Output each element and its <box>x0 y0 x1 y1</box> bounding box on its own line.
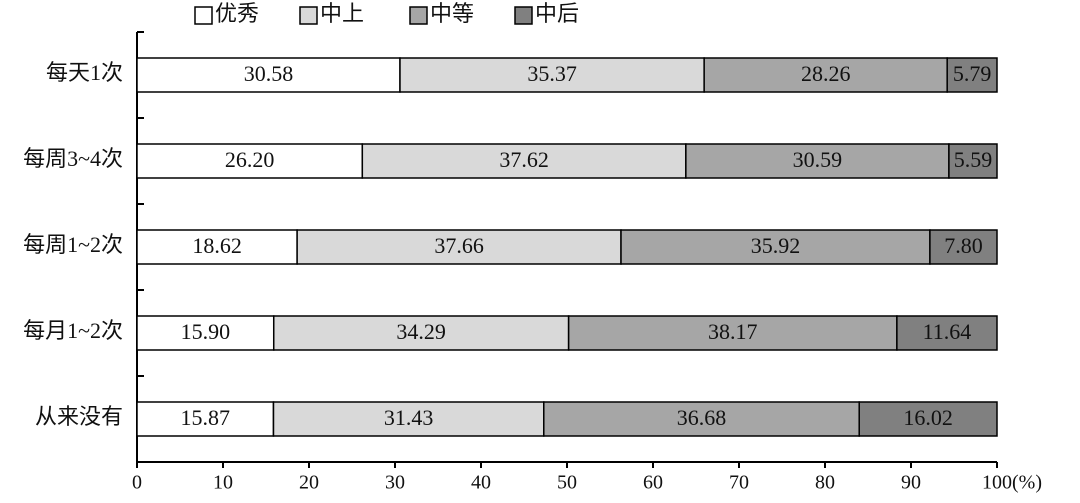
data-label: 18.62 <box>192 233 242 258</box>
bar-segment <box>543 401 860 437</box>
bar-segment <box>136 315 275 351</box>
data-label: 37.62 <box>499 147 549 172</box>
data-label: 5.79 <box>953 61 992 86</box>
legend-swatch <box>514 6 533 25</box>
bar-segment <box>929 229 998 265</box>
bar-segment <box>858 401 998 437</box>
data-label: 34.29 <box>396 319 446 344</box>
data-label: 35.92 <box>751 233 801 258</box>
bar-segment <box>272 401 545 437</box>
x-tick-label: 30 <box>385 472 405 494</box>
legend-swatch <box>194 6 213 25</box>
y-tick-label: 从来没有 <box>35 404 123 429</box>
x-tick-label: 70 <box>729 472 749 494</box>
x-tick-label: 100 <box>982 472 1012 494</box>
y-tick-label: 每周3~4次 <box>23 146 123 171</box>
bar-segment <box>361 143 687 179</box>
x-tick-label: 80 <box>815 472 835 494</box>
legend-label: 中等 <box>430 1 474 26</box>
data-label: 11.64 <box>923 319 972 344</box>
x-tick-label: 20 <box>299 472 319 494</box>
data-label: 28.26 <box>801 61 851 86</box>
data-label: 36.68 <box>677 405 727 430</box>
data-label: 16.02 <box>903 405 953 430</box>
bar-segment <box>948 143 998 179</box>
data-label: 37.66 <box>434 233 484 258</box>
x-tick-label: 60 <box>643 472 663 494</box>
data-label: 38.17 <box>708 319 758 344</box>
data-label: 5.59 <box>954 147 993 172</box>
y-tick-label: 每天1次 <box>46 60 123 85</box>
data-label: 7.80 <box>944 233 983 258</box>
bar-segment <box>272 315 570 351</box>
x-tick-label: 0 <box>132 472 142 494</box>
x-tick-label: 50 <box>557 472 577 494</box>
bar-segment <box>399 57 705 93</box>
x-axis-label: (%) <box>1012 472 1042 494</box>
bar-segment <box>136 401 275 437</box>
data-label: 15.90 <box>181 319 231 344</box>
x-tick-label: 40 <box>471 472 491 494</box>
legend-label: 中上 <box>320 1 364 26</box>
legend-label: 优秀 <box>215 1 259 26</box>
y-tick-label: 每周1~2次 <box>23 232 123 257</box>
bar-segment <box>296 229 622 265</box>
data-label: 30.58 <box>244 61 294 86</box>
bar-segment <box>946 57 998 93</box>
data-label: 35.37 <box>527 61 577 86</box>
x-tick-label: 10 <box>213 472 233 494</box>
legend-swatch <box>299 6 318 25</box>
data-label: 26.20 <box>225 147 275 172</box>
data-label: 30.59 <box>793 147 843 172</box>
bar-segment <box>567 315 898 351</box>
x-tick-label: 90 <box>901 472 921 494</box>
data-label: 31.43 <box>384 405 434 430</box>
legend-swatch <box>409 6 428 25</box>
legend-label: 中后 <box>535 1 579 26</box>
bar-segment <box>896 315 998 351</box>
data-label: 15.87 <box>180 405 230 430</box>
y-tick-label: 每月1~2次 <box>23 318 123 343</box>
